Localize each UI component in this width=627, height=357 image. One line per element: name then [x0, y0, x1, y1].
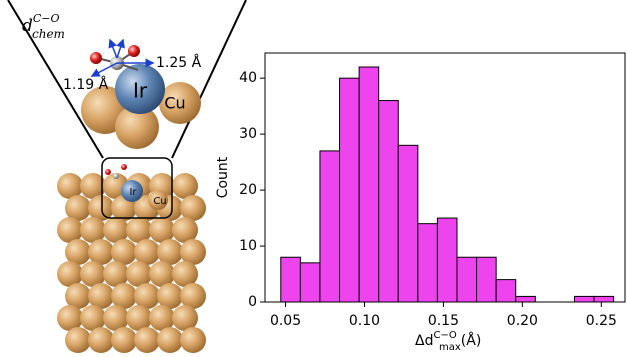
label-sub: max: [439, 342, 461, 353]
cu-atom: [134, 327, 160, 353]
distance-label: 1.19 Å: [63, 76, 109, 93]
o-atom: [105, 169, 111, 175]
arrow: [117, 40, 123, 58]
atom-label: Cu: [153, 196, 166, 207]
bar: [379, 101, 399, 302]
bar: [281, 257, 301, 302]
o-atom: [128, 45, 140, 57]
x-tick-label: 0.10: [349, 313, 380, 329]
atom-label: Ir: [129, 187, 137, 198]
bar: [320, 151, 340, 302]
bar: [496, 280, 516, 302]
c-atom: [113, 173, 119, 179]
bar: [574, 296, 594, 302]
distance-label: 1.25 Å: [156, 54, 202, 71]
bar: [359, 67, 379, 302]
bar: [594, 296, 614, 302]
atom-label: Ir: [133, 79, 148, 103]
y-tick-label: 40: [239, 70, 257, 86]
label-sup: C−O: [433, 330, 456, 341]
arrow: [110, 40, 117, 58]
cu-atom: [180, 327, 206, 353]
label-unit: (Å): [461, 332, 482, 349]
x-tick-label: 0.20: [507, 313, 538, 329]
cu-atom: [88, 327, 114, 353]
label-sub: chem: [32, 27, 65, 41]
cu-atom: [65, 327, 91, 353]
bar: [340, 78, 360, 302]
bar: [300, 263, 320, 302]
bar: [457, 257, 477, 302]
x-tick-label: 0.05: [270, 313, 301, 329]
atom-label: Cu: [164, 94, 185, 113]
bar: [418, 224, 438, 302]
x-tick-label: 0.25: [586, 313, 617, 329]
bar: [398, 145, 418, 302]
y-tick-label: 10: [239, 238, 257, 254]
arrow: [92, 63, 117, 76]
bar: [516, 296, 536, 302]
o-atom: [90, 52, 102, 64]
y-axis-label: Count: [215, 156, 231, 198]
cu-atom: [157, 327, 183, 353]
figure: dC−Ochem 1.25 Å 1.19 Å Ir Cu Ir Cu 01020…: [0, 0, 627, 357]
label-base: Δd: [415, 333, 433, 349]
cu-atom: [111, 327, 137, 353]
label-sup: C−O: [33, 12, 60, 25]
bar: [477, 257, 497, 302]
zoom-line: [172, 0, 246, 158]
y-tick-label: 20: [239, 182, 257, 198]
y-tick-label: 0: [248, 294, 257, 310]
bar: [437, 218, 457, 302]
x-tick-label: 0.15: [428, 313, 459, 329]
y-tick-label: 30: [239, 126, 257, 142]
o-atom: [121, 164, 127, 170]
